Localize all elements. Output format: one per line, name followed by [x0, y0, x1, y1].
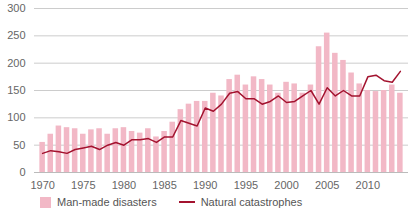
svg-text:1990: 1990	[193, 179, 217, 191]
html-text:Natural catastrophes: Natural catastrophes	[200, 196, 303, 208]
svg-text:2010: 2010	[356, 179, 380, 191]
svg-text:1980: 1980	[112, 179, 136, 191]
svg-text:50: 50	[13, 139, 25, 151]
svg-text:2000: 2000	[274, 179, 298, 191]
svg-text:2005: 2005	[315, 179, 339, 191]
svg-text:200: 200	[7, 57, 25, 69]
html-text:Man-made disasters: Man-made disasters	[57, 196, 157, 208]
svg-text:1970: 1970	[30, 179, 54, 191]
svg-text:300: 300	[7, 2, 25, 14]
svg-text:1985: 1985	[152, 179, 176, 191]
svg-text:250: 250	[7, 29, 25, 41]
svg-text:150: 150	[7, 84, 25, 96]
svg-text:100: 100	[7, 111, 25, 123]
svg-text:0: 0	[19, 166, 25, 178]
svg-text:1995: 1995	[234, 179, 258, 191]
svg-text:1975: 1975	[71, 179, 95, 191]
